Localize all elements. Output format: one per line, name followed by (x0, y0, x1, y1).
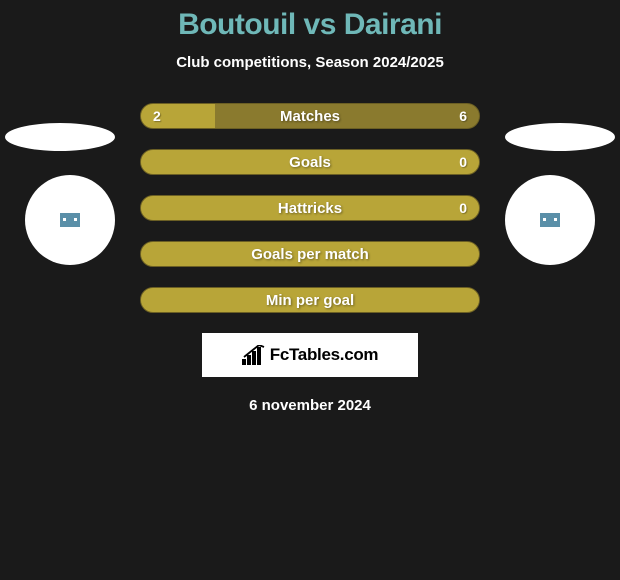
stat-row-hattricks: Hattricks 0 (140, 195, 480, 221)
stat-left-value: 2 (153, 108, 161, 124)
stat-row-matches: 2 Matches 6 (140, 103, 480, 129)
stat-right-value: 0 (459, 154, 467, 170)
player-avatar-right (505, 175, 595, 265)
footer-date: 6 november 2024 (0, 397, 620, 414)
stat-label: Hattricks (278, 200, 342, 217)
avatar-placeholder-icon (60, 213, 80, 227)
stat-row-min-per-goal: Min per goal (140, 287, 480, 313)
stat-right-value: 0 (459, 200, 467, 216)
brand-text: FcTables.com (270, 345, 379, 365)
comparison-card: Boutouil vs Dairani Club competitions, S… (0, 0, 620, 414)
stat-label: Goals per match (251, 246, 369, 263)
stat-row-goals: Goals 0 (140, 149, 480, 175)
stat-label: Goals (289, 154, 331, 171)
player-avatar-left (25, 175, 115, 265)
stat-row-goals-per-match: Goals per match (140, 241, 480, 267)
brand-chart-icon (242, 345, 266, 365)
page-title: Boutouil vs Dairani (0, 8, 620, 42)
avatar-placeholder-icon (540, 213, 560, 227)
stat-bars: 2 Matches 6 Goals 0 Hattricks 0 Goals pe… (140, 103, 480, 313)
decor-ellipse-right (505, 123, 615, 151)
stat-label: Min per goal (266, 292, 354, 309)
stat-label: Matches (280, 108, 340, 125)
decor-ellipse-left (5, 123, 115, 151)
brand-badge: FcTables.com (202, 333, 418, 377)
stat-right-value: 6 (459, 108, 467, 124)
subtitle: Club competitions, Season 2024/2025 (0, 54, 620, 71)
